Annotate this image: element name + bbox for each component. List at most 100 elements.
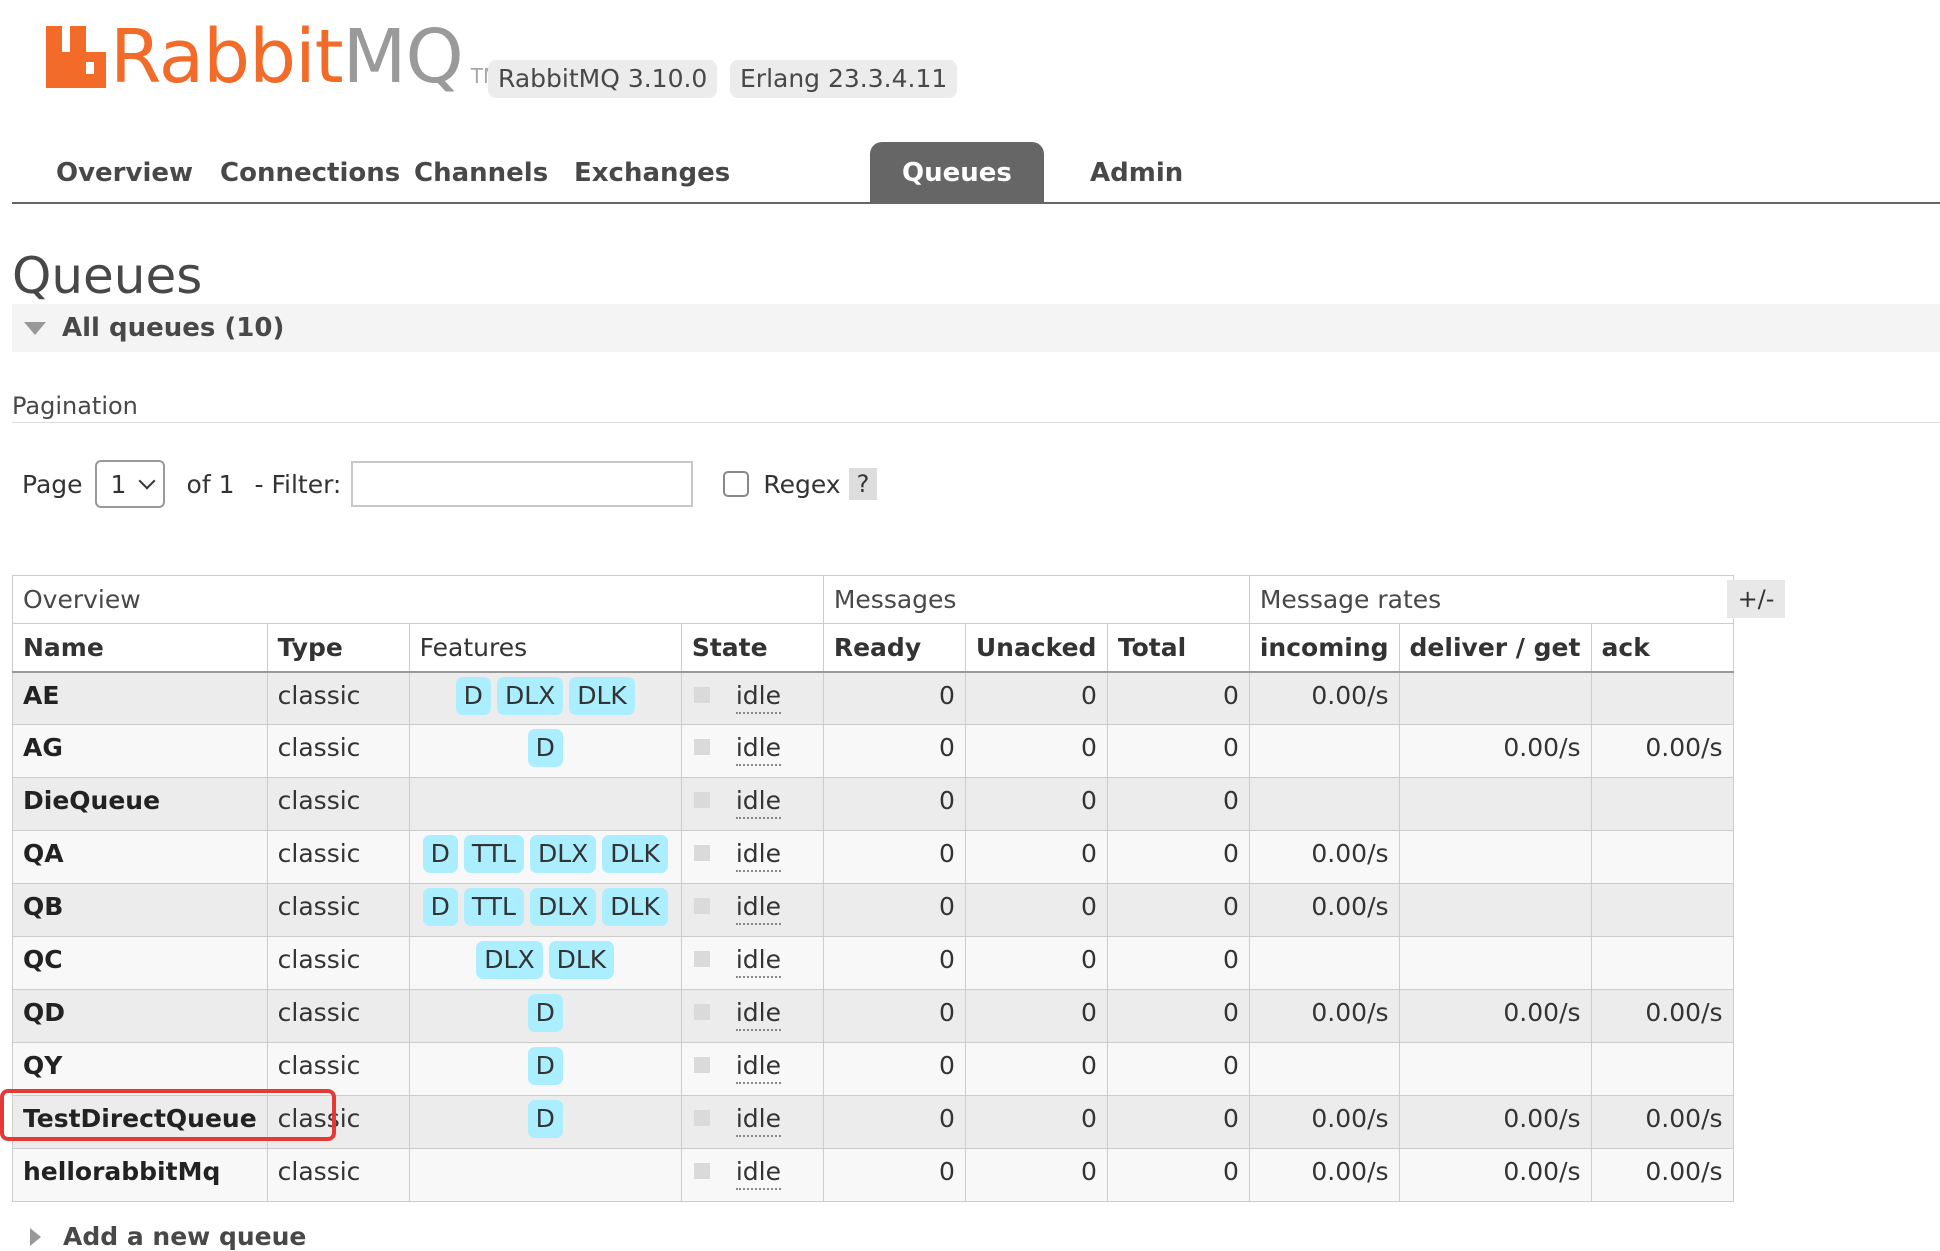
column-header-ready[interactable]: Ready bbox=[822, 623, 966, 673]
state-label: idle bbox=[735, 945, 781, 978]
rate-ack bbox=[1590, 777, 1734, 831]
rate-ack: 0.00/s bbox=[1590, 989, 1734, 1043]
feature-badge: DLK bbox=[602, 835, 668, 873]
page-label: Page bbox=[22, 469, 83, 499]
queue-state: idle bbox=[680, 989, 824, 1043]
column-header-name[interactable]: Name bbox=[12, 623, 268, 673]
queue-features: D bbox=[408, 1042, 682, 1096]
regex-help-button[interactable]: ? bbox=[848, 468, 878, 500]
rate-deliver-get bbox=[1398, 830, 1592, 884]
divider bbox=[12, 422, 1940, 423]
queue-state: idle bbox=[680, 777, 824, 831]
feature-badge: DLK bbox=[602, 888, 668, 926]
messages-unacked: 0 bbox=[964, 777, 1108, 831]
toggle-columns-button[interactable]: +/- bbox=[1727, 580, 1785, 618]
rate-incoming bbox=[1248, 1042, 1400, 1096]
table-row: QC classic DLX DLK idle 0 0 0 bbox=[12, 936, 1734, 990]
feature-badge: DLK bbox=[548, 941, 615, 979]
add-new-queue-toggle[interactable]: Add a new queue bbox=[30, 1222, 306, 1251]
queue-name-link[interactable]: QD bbox=[12, 989, 268, 1043]
page-title: Queues bbox=[12, 247, 203, 305]
messages-unacked: 0 bbox=[964, 1095, 1108, 1149]
queue-type: classic bbox=[266, 777, 410, 831]
tab-connections[interactable]: Connections bbox=[220, 158, 401, 188]
regex-checkbox[interactable] bbox=[723, 471, 750, 497]
queue-name-link[interactable]: QA bbox=[12, 830, 268, 884]
filter-input[interactable] bbox=[351, 461, 694, 507]
pagination-label: Pagination bbox=[12, 392, 138, 420]
messages-total: 0 bbox=[1106, 777, 1250, 831]
state-label: idle bbox=[735, 1051, 781, 1084]
state-indicator-icon bbox=[693, 1110, 710, 1126]
queue-name-link[interactable]: QB bbox=[12, 883, 268, 937]
state-indicator-icon bbox=[693, 898, 710, 914]
messages-total: 0 bbox=[1106, 1095, 1250, 1149]
page-select[interactable]: 1 bbox=[94, 460, 165, 508]
column-header-unacked[interactable]: Unacked bbox=[964, 623, 1108, 673]
feature-badge: DLX bbox=[529, 835, 597, 873]
rate-ack bbox=[1590, 1042, 1734, 1096]
queue-name-link[interactable]: TestDirectQueue bbox=[12, 1095, 268, 1149]
feature-badge: TTL bbox=[463, 888, 524, 926]
column-header-total[interactable]: Total bbox=[1106, 623, 1250, 673]
queue-name-link[interactable]: AE bbox=[12, 671, 268, 725]
tab-overview[interactable]: Overview bbox=[56, 158, 194, 188]
all-queues-label: All queues (10) bbox=[62, 313, 285, 343]
messages-total: 0 bbox=[1106, 1148, 1250, 1202]
state-indicator-icon bbox=[693, 792, 710, 808]
queue-type: classic bbox=[266, 1042, 410, 1096]
feature-badge: TTL bbox=[463, 835, 524, 873]
main-nav-tabs: Overview Connections Channels Exchanges … bbox=[12, 140, 1940, 204]
queue-state: idle bbox=[680, 883, 824, 937]
queue-name-link[interactable]: AG bbox=[12, 724, 268, 778]
feature-badge: D bbox=[527, 729, 563, 767]
queue-type: classic bbox=[266, 671, 410, 725]
queue-features: D TTL DLX DLK bbox=[408, 830, 682, 884]
queue-name-link[interactable]: DieQueue bbox=[12, 777, 268, 831]
queue-type: classic bbox=[266, 1148, 410, 1202]
table-row: hellorabbitMq classic idle 0 0 0 0.00/s 0.00/s 0… bbox=[12, 1148, 1734, 1202]
rabbitmq-logo-icon bbox=[46, 26, 106, 88]
messages-ready: 0 bbox=[822, 830, 966, 884]
column-header-ack[interactable]: ack bbox=[1590, 623, 1734, 673]
tab-exchanges[interactable]: Exchanges bbox=[574, 158, 731, 188]
feature-badge: D bbox=[455, 676, 491, 715]
rate-ack bbox=[1590, 936, 1734, 990]
tab-channels[interactable]: Channels bbox=[414, 158, 549, 188]
column-header-type[interactable]: Type bbox=[266, 623, 410, 673]
queue-name-link[interactable]: QY bbox=[12, 1042, 268, 1096]
messages-unacked: 0 bbox=[964, 830, 1108, 884]
rabbitmq-version: RabbitMQ 3.10.0 bbox=[488, 60, 718, 98]
queue-features bbox=[408, 777, 682, 831]
messages-ready: 0 bbox=[822, 1095, 966, 1149]
rate-incoming: 0.00/s bbox=[1248, 1095, 1400, 1149]
column-header-deliver-get[interactable]: deliver / get bbox=[1398, 623, 1592, 673]
rate-ack bbox=[1590, 830, 1734, 884]
column-header-state[interactable]: State bbox=[680, 623, 824, 673]
column-header-incoming[interactable]: incoming bbox=[1248, 623, 1400, 673]
queue-state: idle bbox=[680, 671, 824, 725]
queue-features: D TTL DLX DLK bbox=[408, 883, 682, 937]
messages-ready: 0 bbox=[822, 1042, 966, 1096]
tab-admin[interactable]: Admin bbox=[1090, 158, 1184, 188]
feature-badge: D bbox=[527, 1047, 563, 1085]
erlang-version: Erlang 23.3.4.11 bbox=[730, 60, 958, 98]
queue-type: classic bbox=[266, 989, 410, 1043]
feature-badge: DLX bbox=[496, 676, 564, 715]
queue-state: idle bbox=[680, 830, 824, 884]
queue-name-link[interactable]: hellorabbitMq bbox=[12, 1148, 268, 1202]
rate-deliver-get bbox=[1398, 1042, 1592, 1096]
header: Rabbit MQ TM RabbitMQ 3.10.0 Erlang 23.3… bbox=[12, 0, 1940, 140]
tab-queues[interactable]: Queues bbox=[870, 142, 1044, 204]
logo[interactable]: Rabbit MQ TM bbox=[46, 20, 500, 94]
all-queues-section-toggle[interactable]: All queues (10) bbox=[12, 304, 1940, 352]
messages-ready: 0 bbox=[822, 883, 966, 937]
queue-state: idle bbox=[680, 1095, 824, 1149]
state-label: idle bbox=[735, 892, 781, 925]
queue-name-link[interactable]: QC bbox=[12, 936, 268, 990]
